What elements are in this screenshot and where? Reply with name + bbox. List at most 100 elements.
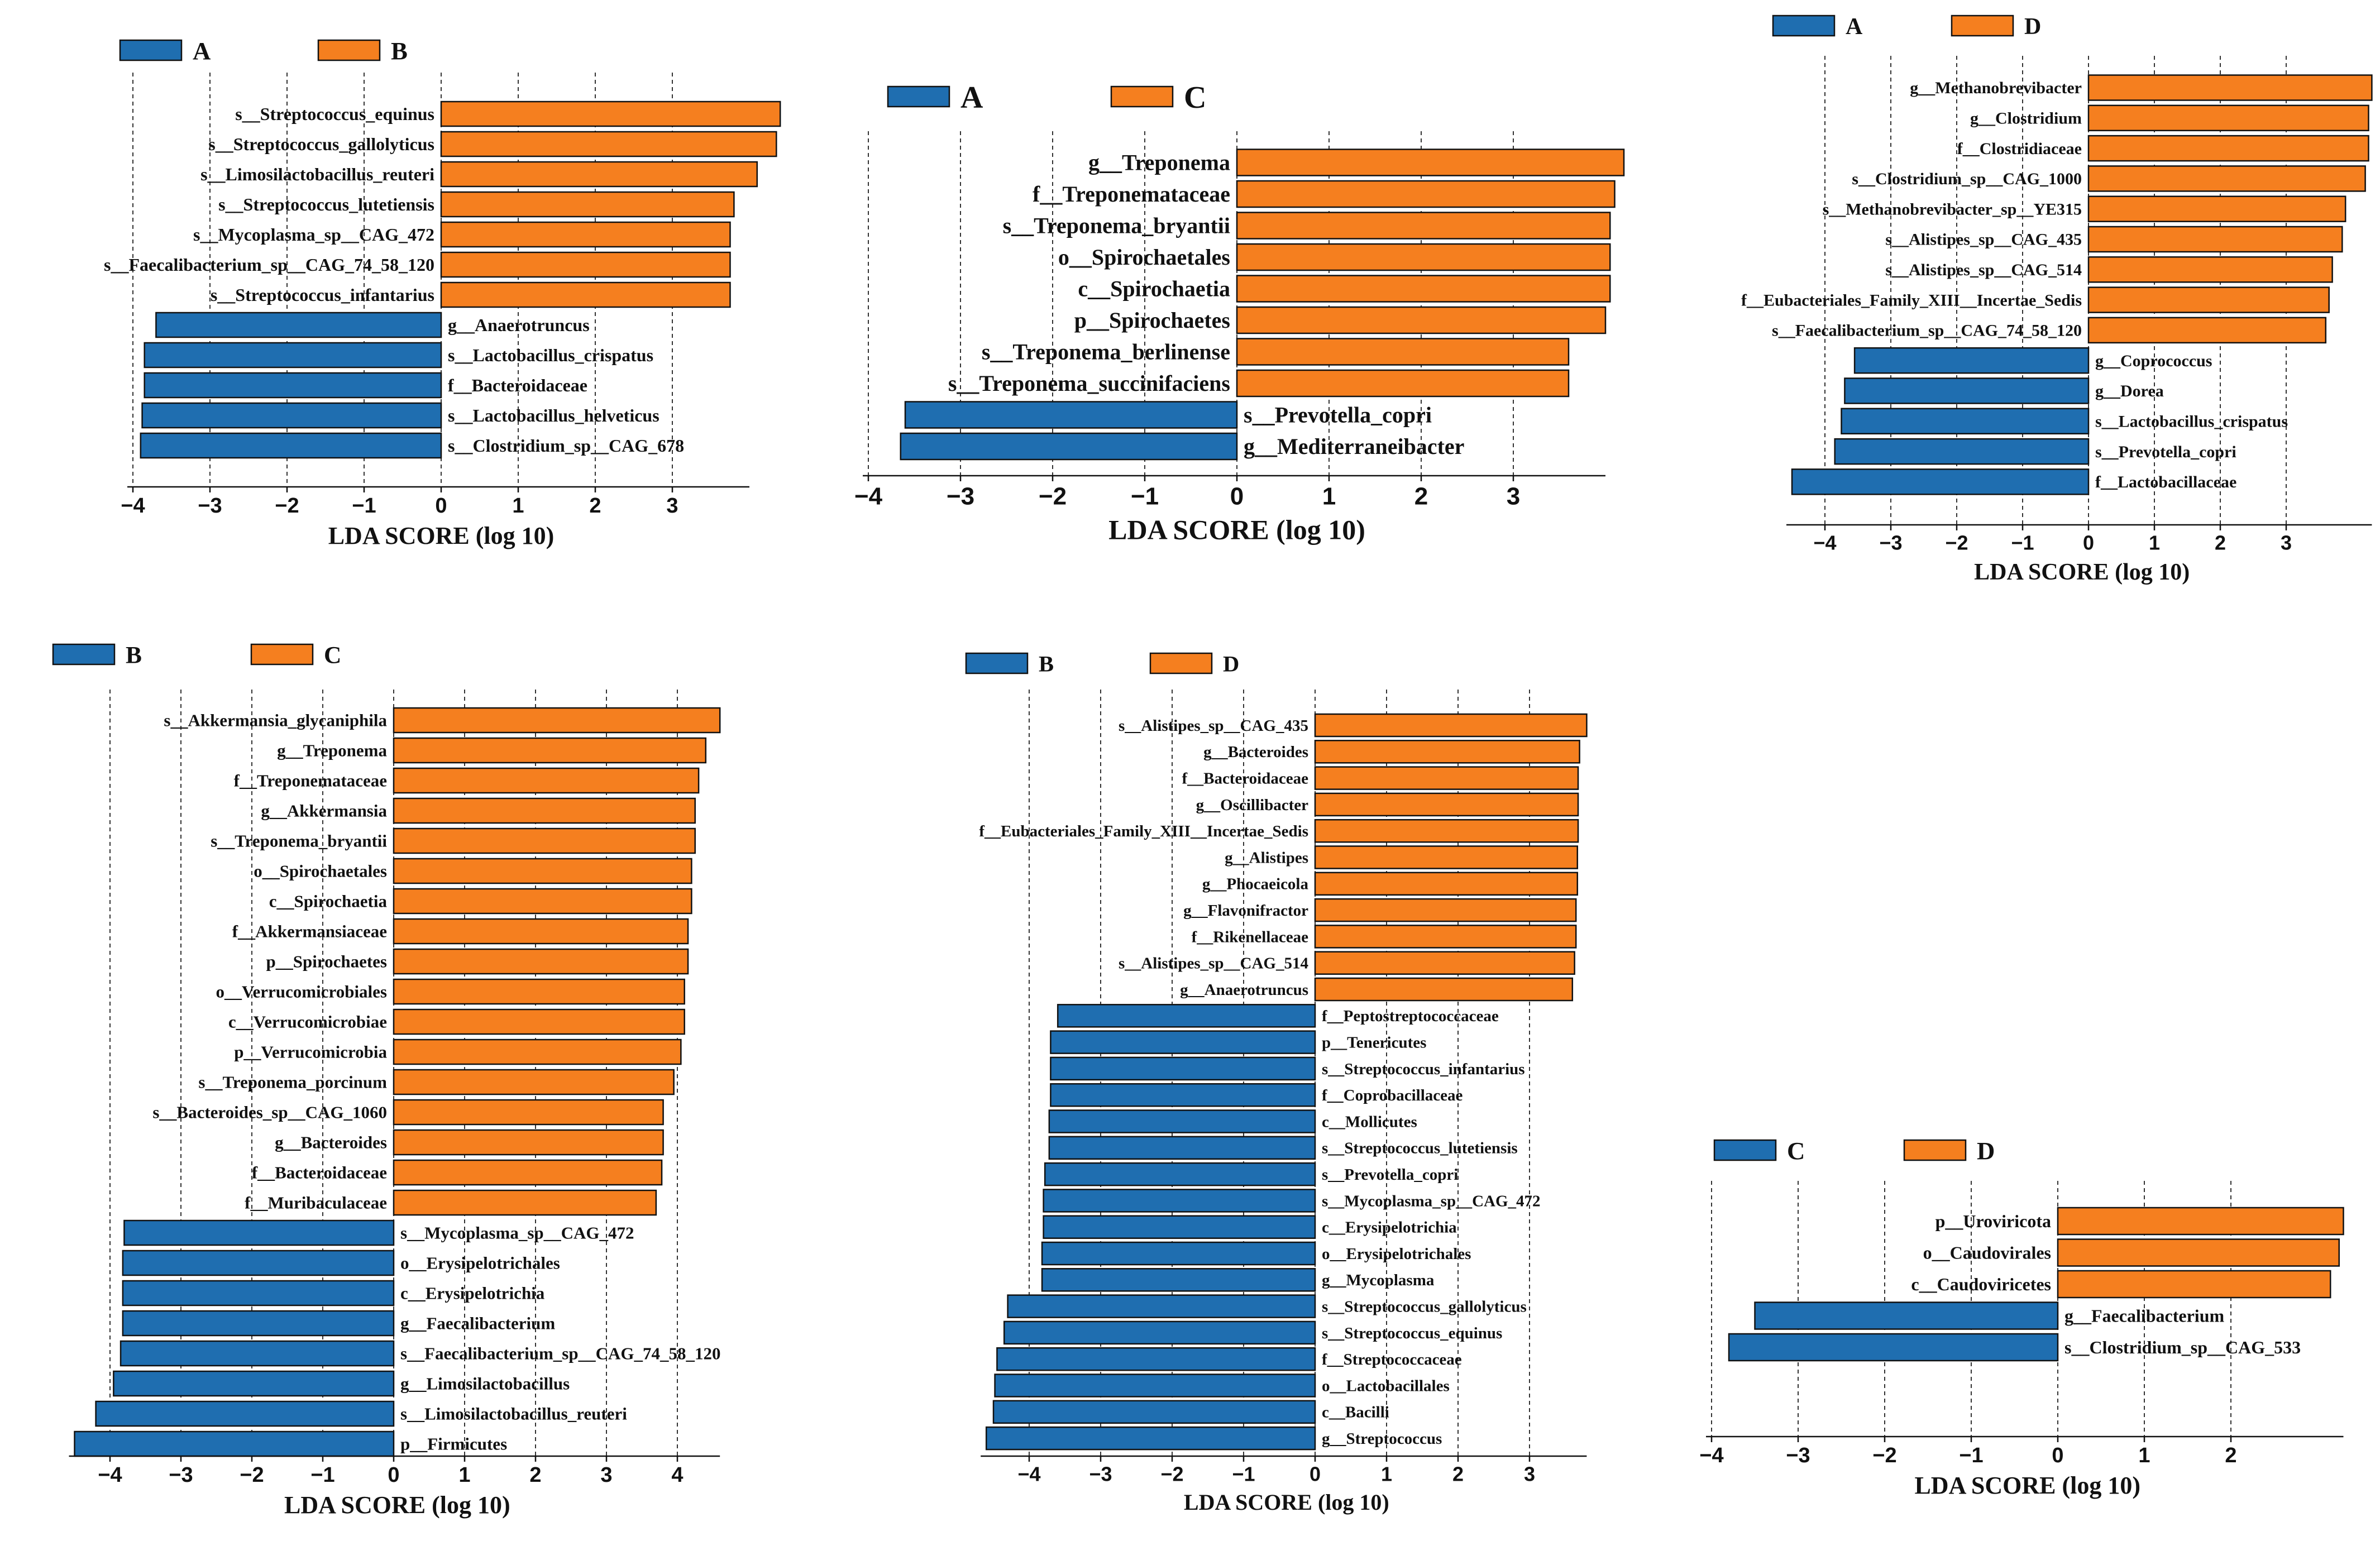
bar-label: p__Verrucomicrobia [234, 1042, 387, 1062]
bar-label: s__Alistipes_sp__CAG_514 [1119, 955, 1308, 973]
chart-panel-3: g__Methanobrevibacter g__Clostridium f__Cl… [1741, 14, 2373, 585]
legend-label: C [1787, 1137, 1805, 1165]
lda-bar [2087, 195, 2346, 222]
lda-bar [74, 1430, 395, 1457]
lda-bar [393, 918, 689, 945]
bar-label: f__Rikenellaceae [1192, 928, 1309, 946]
bar-label: s__Streptococcus_equinus [1322, 1324, 1502, 1342]
lda-bar [113, 1370, 395, 1397]
lda-bar [1044, 1162, 1316, 1186]
bar-label: o__Erysipelotrichales [400, 1253, 560, 1273]
bar-label: s__Treponema_porcinum [198, 1073, 387, 1092]
lda-bar [393, 707, 721, 734]
bar-label: g__Oscillibacter [1196, 796, 1308, 814]
bar-label: g__Treponema [1088, 150, 1230, 175]
bar-label: s__Streptococcus_gallolyticus [208, 134, 434, 154]
lda-bar [1043, 1215, 1316, 1239]
x-tick-label: 1 [458, 1463, 470, 1487]
x-tick-label: 2 [2215, 531, 2226, 554]
lda-bar [1236, 180, 1616, 208]
legend-label: A [960, 80, 983, 115]
bar-label: s__Faecalibacterium_sp__CAG_74_58_120 [104, 255, 434, 275]
lda-bar [1834, 438, 2090, 465]
lda-bar [1003, 1320, 1316, 1345]
x-tick-label: 0 [2052, 1444, 2063, 1467]
bar-label: o__Erysipelotrichales [1322, 1245, 1471, 1263]
x-tick-label: −2 [1039, 483, 1067, 510]
bar-label: g__Streptococcus [1322, 1430, 1442, 1448]
lda-bar [393, 827, 696, 854]
bar-label: s__Streptococcus_gallolyticus [1322, 1298, 1527, 1315]
bar-label: s__Limosilactobacillus_reuteri [200, 164, 434, 184]
x-axis-label: LDA SCORE (log 10) [1184, 1490, 1389, 1515]
bar-label: s__Clostridium_sp__CAG_533 [2064, 1337, 2301, 1357]
lda-bar [992, 1400, 1316, 1424]
x-tick-label: −4 [98, 1463, 122, 1487]
x-axis-label: LDA SCORE (log 10) [1108, 514, 1365, 545]
bar-label: s__Streptococcus_lutetiensis [218, 194, 434, 214]
bar-label: o__Spirochaetales [1058, 245, 1230, 270]
bar-label: s__Lactobacillus_crispatus [448, 345, 653, 365]
lda-bar [393, 1069, 675, 1095]
bar-label: g__Phocaeicola [1202, 875, 1309, 893]
bar-label: s__Methanobrevibacter_sp__YE315 [1823, 200, 2082, 218]
bar-label: s__Mycoplasma_sp__CAG_472 [193, 224, 434, 245]
bar-label: s__Streptococcus_infantarius [1322, 1060, 1525, 1078]
bar-label: s__Mycoplasma_sp__CAG_472 [1322, 1192, 1541, 1210]
lda-bar [393, 1129, 664, 1156]
bar-label: c__Mollicutes [1322, 1113, 1417, 1131]
bar-label: p__Uroviricota [1935, 1211, 2051, 1231]
bar-label: c__Erysipelotrichia [400, 1284, 545, 1303]
bar-label: s__Prevotella_copri [1322, 1166, 1458, 1184]
lda-bar [393, 978, 685, 1005]
x-tick-label: 2 [1452, 1462, 1464, 1485]
bar-label: f__Coprobacillaceae [1322, 1087, 1463, 1104]
legend-label: A [193, 37, 211, 65]
x-tick-label: 1 [1322, 483, 1336, 510]
lda-bar [440, 100, 781, 127]
bar-label: s__Treponema_bryantii [1003, 213, 1230, 238]
bar-label: s__Clostridium_sp__CAG_678 [448, 436, 684, 456]
x-tick-label: −2 [1945, 531, 1968, 554]
legend-label: B [126, 642, 142, 669]
bar-label: s__Akkermansia_glycaniphila [164, 711, 387, 730]
chart-panel-1: s__Streptococcus_equinus s__Streptococcus… [104, 37, 781, 549]
lda-bar [2087, 165, 2366, 192]
chart-panel-6: p__Uroviricota o__Caudovirales c__Caudovir… [1699, 1137, 2344, 1499]
lda-bar [141, 402, 442, 429]
lda-bar [1236, 275, 1611, 303]
bar-label: g__Mediterraneibacter [1244, 434, 1464, 459]
lda-bar [904, 401, 1238, 429]
legend-swatch [1903, 1139, 1967, 1161]
bar-label: g__Flavonifractor [1183, 902, 1308, 920]
x-tick-label: 3 [1507, 483, 1520, 510]
lda-bar [1041, 1268, 1316, 1292]
bar-label: s__Faecalibacterium_sp__CAG_74_58_120 [1772, 322, 2082, 340]
x-tick-label: −3 [1879, 531, 1902, 554]
bar-label: s__Treponema_bryantii [211, 831, 387, 851]
bar-label: g__Anaerotruncus [1180, 981, 1308, 999]
x-tick-label: −3 [198, 494, 222, 518]
bar-label: g__Coprococcus [2095, 352, 2212, 370]
bar-label: f__Lactobacillaceae [2095, 473, 2236, 491]
bar-label: s__Lactobacillus_crispatus [2095, 413, 2288, 431]
x-tick-label: 2 [2225, 1444, 2236, 1467]
lda-bar [2057, 1207, 2344, 1236]
x-tick-label: 3 [2281, 531, 2292, 554]
lda-bar [1043, 1189, 1316, 1213]
x-tick-label: −2 [1160, 1462, 1183, 1485]
lda-bar [440, 131, 777, 157]
lda-bar [1314, 898, 1577, 922]
x-tick-label: −4 [1017, 1462, 1040, 1485]
x-tick-label: −1 [310, 1463, 334, 1487]
bar-label: g__Anaerotruncus [448, 315, 590, 335]
lda-bar [1314, 925, 1577, 949]
legend-swatch [1110, 85, 1174, 108]
lda-bar [2087, 256, 2333, 283]
bar-label: s__Prevotella_copri [2095, 443, 2236, 461]
x-tick-label: −1 [1232, 1462, 1255, 1485]
lda-bar [1236, 149, 1625, 176]
x-tick-label: 0 [435, 494, 447, 518]
bar-label: s__Alistipes_sp__CAG_514 [1885, 261, 2082, 279]
bar-label: o__Caudovirales [1923, 1242, 2051, 1262]
